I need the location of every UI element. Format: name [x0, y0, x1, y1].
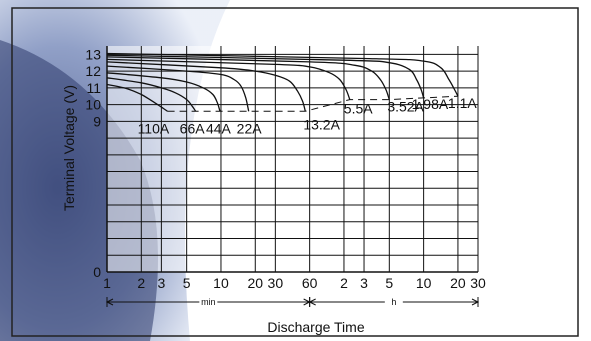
y-tick-label: 0	[93, 264, 101, 280]
chart-frame	[11, 7, 579, 337]
curve-label: 44A	[206, 120, 232, 136]
x-tick-label: 10	[213, 275, 229, 291]
hours-range-right-arrow	[471, 298, 480, 306]
hours-range-label: h	[391, 297, 396, 307]
x-tick-label: 5	[183, 275, 191, 291]
axes	[106, 46, 478, 273]
curve-label: 110A	[138, 120, 170, 136]
x-tick-label: 20	[247, 275, 263, 291]
curve-label: 1.98A	[412, 96, 449, 112]
discharge-curve-22A	[106, 65, 250, 112]
curve-label: 5.5A	[344, 101, 373, 117]
curve-label: 3.52A	[387, 99, 424, 115]
y-tick-label: 11	[86, 80, 101, 96]
curve-label: 13.2A	[303, 116, 340, 132]
x-tick-label: 10	[416, 275, 432, 291]
x-tick-label: 30	[470, 275, 486, 291]
minutes-range-left-arrow	[105, 298, 114, 306]
discharge-curve-3_52A	[106, 56, 390, 100]
time-range-indicators: min h	[105, 296, 480, 308]
y-tick-label: 13	[85, 46, 101, 62]
curve-label: 22A	[237, 120, 263, 136]
x-tick-label: 5	[385, 275, 393, 291]
x-tick-label: 1	[103, 275, 111, 291]
discharge-curve-66A	[106, 77, 197, 112]
minutes-range-label: min	[201, 297, 216, 307]
x-tick-label: 2	[340, 275, 348, 291]
curve-label: 66A	[180, 120, 206, 136]
discharge-curve-5_5A	[106, 58, 351, 100]
curve-label: 1.1A	[448, 95, 477, 111]
hours-range-label-bg	[384, 296, 403, 308]
discharge-curve-110A	[106, 83, 168, 112]
discharge-curve-44A	[106, 72, 221, 112]
curves	[106, 52, 459, 112]
y-axis-label: Terminal Voltage (V)	[61, 85, 77, 211]
x-tick-label: 3	[157, 275, 165, 291]
grid-lines	[106, 46, 479, 272]
x-tick-label: 60	[302, 275, 318, 291]
cutoff-voltage-line	[167, 95, 458, 112]
y-tick-label: 10	[85, 97, 101, 113]
x-axis-label: Discharge Time	[267, 319, 364, 335]
discharge-curve-13_2A	[106, 61, 306, 112]
discharge-curve-1_1A	[106, 52, 459, 97]
discharge-curve-1_98A	[106, 54, 425, 99]
x-tick-label: 30	[268, 275, 284, 291]
minutes-range-label-bg	[199, 296, 218, 308]
x-tick-label: 20	[450, 275, 466, 291]
x-tick-label: 2	[137, 275, 145, 291]
y-tick-label: 12	[85, 63, 101, 79]
x-tick-label: 3	[360, 275, 368, 291]
y-tick-label: 9	[93, 113, 101, 129]
hours-range-left-arrow	[308, 298, 316, 306]
